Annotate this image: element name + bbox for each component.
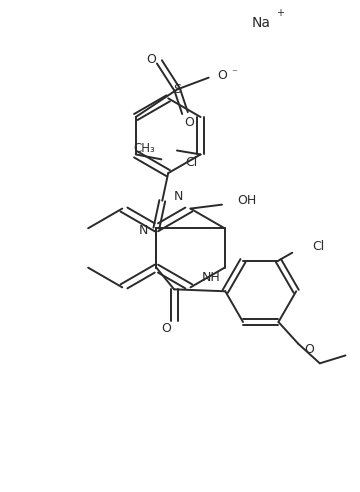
- Text: O: O: [217, 69, 228, 82]
- Text: O: O: [184, 117, 194, 129]
- Text: CH₃: CH₃: [134, 142, 155, 155]
- Text: +: +: [276, 7, 284, 18]
- Text: O: O: [147, 54, 157, 66]
- Text: O: O: [161, 322, 171, 335]
- Text: NH: NH: [202, 271, 221, 284]
- Text: O: O: [304, 343, 314, 356]
- Text: OH: OH: [238, 194, 257, 207]
- Text: N: N: [139, 224, 148, 237]
- Text: N: N: [174, 190, 184, 203]
- Text: Cl: Cl: [312, 240, 324, 253]
- Text: Na: Na: [251, 17, 270, 31]
- Text: ⁻: ⁻: [231, 69, 237, 79]
- Text: S: S: [173, 83, 181, 96]
- Text: Cl: Cl: [185, 156, 197, 169]
